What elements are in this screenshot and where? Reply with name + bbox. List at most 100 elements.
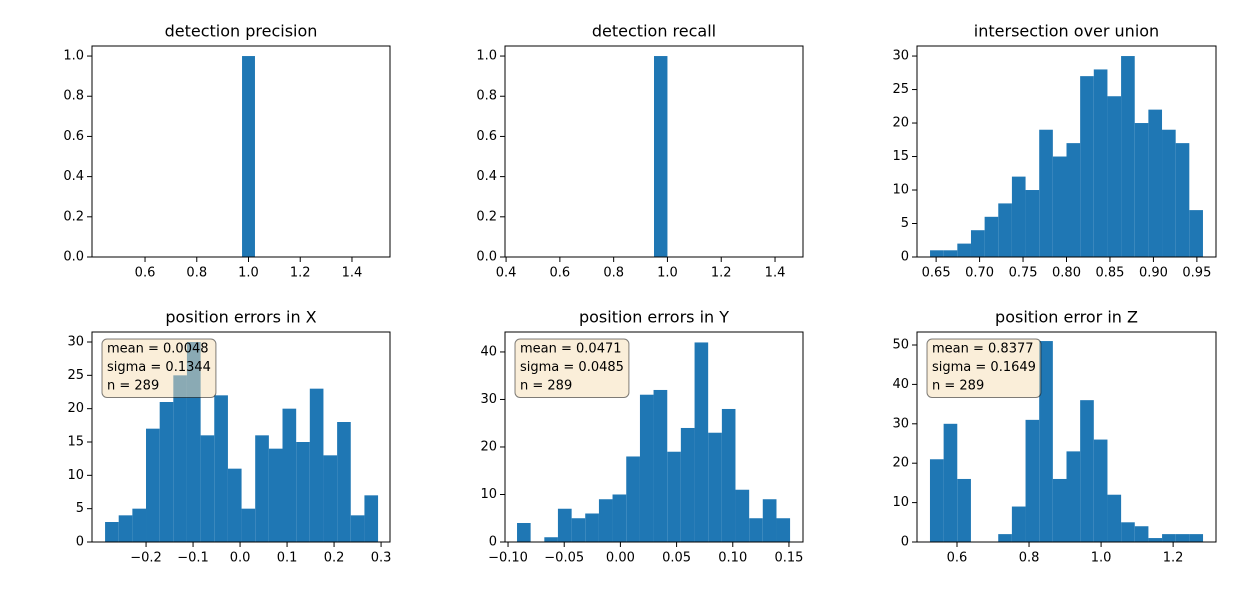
x-tick-label: 1.4 xyxy=(342,266,363,281)
bar xyxy=(1148,109,1163,257)
x-tick-label: 0.90 xyxy=(1139,266,1168,281)
y-tick-label: 0.4 xyxy=(63,169,84,184)
y-tick-label: 0 xyxy=(76,535,84,550)
x-tick-label: 0.0 xyxy=(230,551,251,566)
bar xyxy=(350,515,365,542)
bar xyxy=(1134,123,1149,258)
x-tick-label: 1.2 xyxy=(290,266,311,281)
y-tick-label: 20 xyxy=(480,439,497,454)
bar xyxy=(1011,506,1026,542)
stats-line: sigma = 0.1344 xyxy=(107,360,211,375)
bar xyxy=(200,435,215,542)
subplot: position errors in X −0.2 −0.1 0.0 0.1 0.2 0.3… xyxy=(67,308,391,566)
bar xyxy=(132,508,147,542)
y-tick-label: 0.8 xyxy=(63,89,84,104)
bar xyxy=(598,499,613,542)
x-tick-label: 1.2 xyxy=(711,266,732,281)
subplot-title: position errors in Y xyxy=(579,308,729,327)
bar xyxy=(1093,439,1108,542)
y-tick-label: 0 xyxy=(489,535,497,550)
bar xyxy=(1121,522,1135,542)
bar xyxy=(1066,451,1081,542)
y-tick-label: 15 xyxy=(67,435,84,450)
y-tick-label: 25 xyxy=(892,82,909,97)
x-tick-label: 1.0 xyxy=(657,266,678,281)
subplot: detection recall 0.4 0.6 0.8 1.0 1.2 1.4 0.0 0.2… xyxy=(476,22,804,281)
stats-box: mean = 0.8377 sigma = 0.1649 n = 289 xyxy=(926,338,1042,398)
bar xyxy=(1025,190,1040,257)
x-tick-label: 0.75 xyxy=(1009,266,1038,281)
bar xyxy=(282,408,297,542)
y-tick-label: 5 xyxy=(76,501,84,516)
bar xyxy=(118,515,133,542)
bar xyxy=(1189,210,1203,257)
bar xyxy=(1052,478,1067,542)
bar xyxy=(1039,129,1053,257)
bar xyxy=(1080,76,1094,258)
y-tick-label: 25 xyxy=(67,368,84,383)
x-tick-label: 0.3 xyxy=(371,551,392,566)
subplot-title: intersection over union xyxy=(974,22,1159,41)
x-tick-label: 0.10 xyxy=(718,551,747,566)
y-tick-label: 10 xyxy=(892,183,909,198)
stats-box: mean = 0.0471 sigma = 0.0485 n = 289 xyxy=(514,338,630,398)
bar xyxy=(653,389,668,542)
y-tick-label: 30 xyxy=(480,392,497,407)
axes-frame xyxy=(504,331,804,543)
bar xyxy=(255,435,269,542)
x-tick-label: 0.6 xyxy=(550,266,571,281)
stats-box-frame xyxy=(101,338,217,398)
bar xyxy=(930,250,944,257)
bar xyxy=(227,468,242,542)
bar xyxy=(612,494,627,542)
y-tick-label: 10 xyxy=(67,468,84,483)
x-tick-label: 0.8 xyxy=(603,266,624,281)
bar xyxy=(364,495,379,542)
y-tick-label: 5 xyxy=(901,216,909,231)
x-tick-label: 1.0 xyxy=(1091,551,1112,566)
bar xyxy=(762,499,777,542)
y-tick-label: 0.8 xyxy=(476,89,497,104)
y-tick-label: 1.0 xyxy=(63,49,84,64)
stats-box-frame xyxy=(926,338,1042,398)
bar xyxy=(1175,143,1190,257)
bar xyxy=(1025,419,1040,542)
bar xyxy=(159,402,174,542)
bar xyxy=(1148,538,1163,542)
bar xyxy=(268,448,283,542)
bar xyxy=(1175,534,1190,542)
bar xyxy=(984,216,999,257)
bar xyxy=(1066,143,1081,257)
x-tick-label: 0.95 xyxy=(1182,266,1211,281)
bar xyxy=(337,422,351,542)
bar xyxy=(323,455,338,542)
stats-line: n = 289 xyxy=(520,379,572,394)
bar xyxy=(1134,526,1149,542)
bar xyxy=(517,522,531,542)
subplot-title: position error in Z xyxy=(995,308,1138,327)
bar xyxy=(998,534,1012,542)
x-tick-label: 0.8 xyxy=(186,266,207,281)
y-tick-label: 0 xyxy=(901,535,909,550)
bar xyxy=(105,522,119,542)
x-tick-label: 0.1 xyxy=(277,551,298,566)
bar xyxy=(173,375,187,542)
y-tick-label: 0.6 xyxy=(63,129,84,144)
y-tick-label: 0.6 xyxy=(476,129,497,144)
bar xyxy=(694,342,709,542)
x-tick-label: −0.1 xyxy=(177,551,209,566)
x-tick-label: −0.2 xyxy=(130,551,162,566)
stats-line: sigma = 0.0485 xyxy=(520,360,624,375)
bar xyxy=(585,513,599,542)
y-tick-label: 15 xyxy=(892,149,909,164)
x-tick-label: 0.85 xyxy=(1095,266,1124,281)
x-tick-label: 0.65 xyxy=(922,266,951,281)
bar xyxy=(214,395,228,542)
y-tick-label: 30 xyxy=(892,416,909,431)
x-tick-label: 0.00 xyxy=(606,551,635,566)
bar xyxy=(557,508,572,542)
x-tick-label: 0.8 xyxy=(1019,551,1040,566)
bar xyxy=(667,451,681,542)
bar xyxy=(1189,534,1204,542)
bar xyxy=(654,56,668,257)
